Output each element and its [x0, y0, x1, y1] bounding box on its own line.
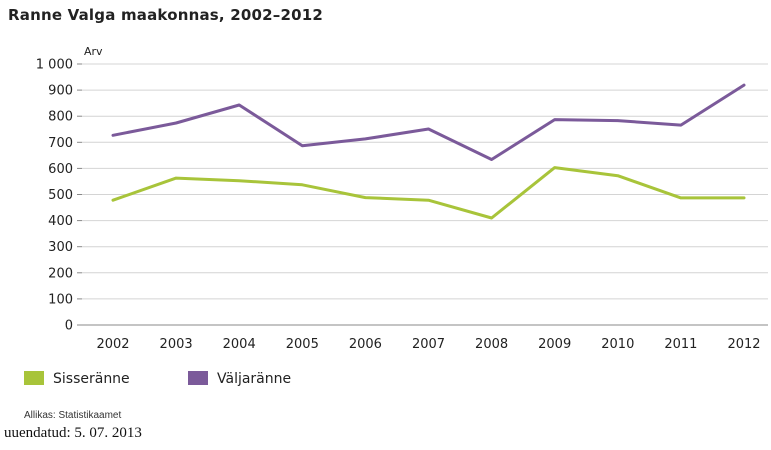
- data-point: [301, 144, 304, 147]
- x-tick-label: 2008: [475, 337, 508, 352]
- y-tick-label: 400: [48, 214, 73, 229]
- y-tick-label: 700: [48, 136, 73, 151]
- data-point: [679, 123, 683, 127]
- data-point: [301, 183, 304, 187]
- y-axis-ticks: 0 100 200 300 400 500 600 700 800 900 1 000: [36, 58, 73, 334]
- data-point: [679, 196, 683, 200]
- x-tick-label: 2005: [286, 337, 319, 352]
- data-point: [742, 83, 746, 87]
- x-axis-ticks: 2002 2003 2004 2005 2006 2007 2008 2009 2010 2011…: [96, 337, 760, 352]
- data-point: [174, 121, 178, 125]
- data-point: [490, 216, 493, 220]
- y-tick-label: 500: [48, 188, 73, 203]
- y-tick-label: 300: [48, 240, 73, 255]
- legend-label: Sisseränne: [53, 371, 130, 387]
- data-point: [174, 176, 178, 180]
- data-point: [553, 118, 556, 121]
- y-tick-label: 0: [65, 319, 73, 334]
- x-tick-label: 2010: [601, 337, 634, 352]
- x-tick-label: 2009: [538, 337, 571, 352]
- y-axis-label: Arv: [84, 45, 103, 58]
- data-point: [553, 166, 556, 169]
- y-tick-label: 600: [48, 162, 73, 177]
- x-tick-label: 2004: [223, 337, 256, 352]
- legend: Sisseränne Väljaränne: [24, 371, 291, 387]
- data-point: [616, 119, 619, 122]
- data-point: [616, 174, 619, 177]
- legend-label: Väljaränne: [217, 371, 291, 387]
- x-tick-label: 2007: [412, 337, 445, 352]
- series-line-2: [111, 83, 746, 161]
- y-tick-label: 800: [48, 110, 73, 125]
- legend-swatch: [24, 371, 44, 385]
- data-point: [111, 199, 115, 202]
- y-tick-label: 200: [48, 266, 73, 281]
- gridlines: [77, 63, 768, 326]
- x-tick-label: 2012: [727, 337, 760, 352]
- x-tick-label: 2002: [96, 337, 129, 352]
- data-point: [427, 127, 430, 131]
- legend-swatch: [188, 371, 208, 385]
- data-point: [111, 134, 115, 137]
- series-lines: [111, 83, 746, 220]
- series-line-1: [111, 166, 746, 220]
- source-note: Allikas: Statistikaamet: [24, 410, 122, 421]
- data-point: [427, 199, 430, 202]
- x-tick-label: 2006: [349, 337, 382, 352]
- x-tick-label: 2003: [160, 337, 193, 352]
- updated-date: uuendatud: 5. 07. 2013: [4, 425, 142, 441]
- data-point: [364, 137, 367, 141]
- x-tick-label: 2011: [664, 337, 697, 352]
- y-tick-label: 100: [48, 292, 73, 307]
- data-point: [742, 196, 746, 200]
- data-point: [364, 196, 367, 199]
- y-tick-label: 900: [48, 84, 73, 99]
- data-point: [490, 158, 493, 161]
- y-tick-label: 1 000: [36, 58, 73, 73]
- chart-title: Ranne Valga maakonnas, 2002–2012: [8, 6, 324, 24]
- data-point: [238, 103, 241, 107]
- data-point: [238, 179, 241, 182]
